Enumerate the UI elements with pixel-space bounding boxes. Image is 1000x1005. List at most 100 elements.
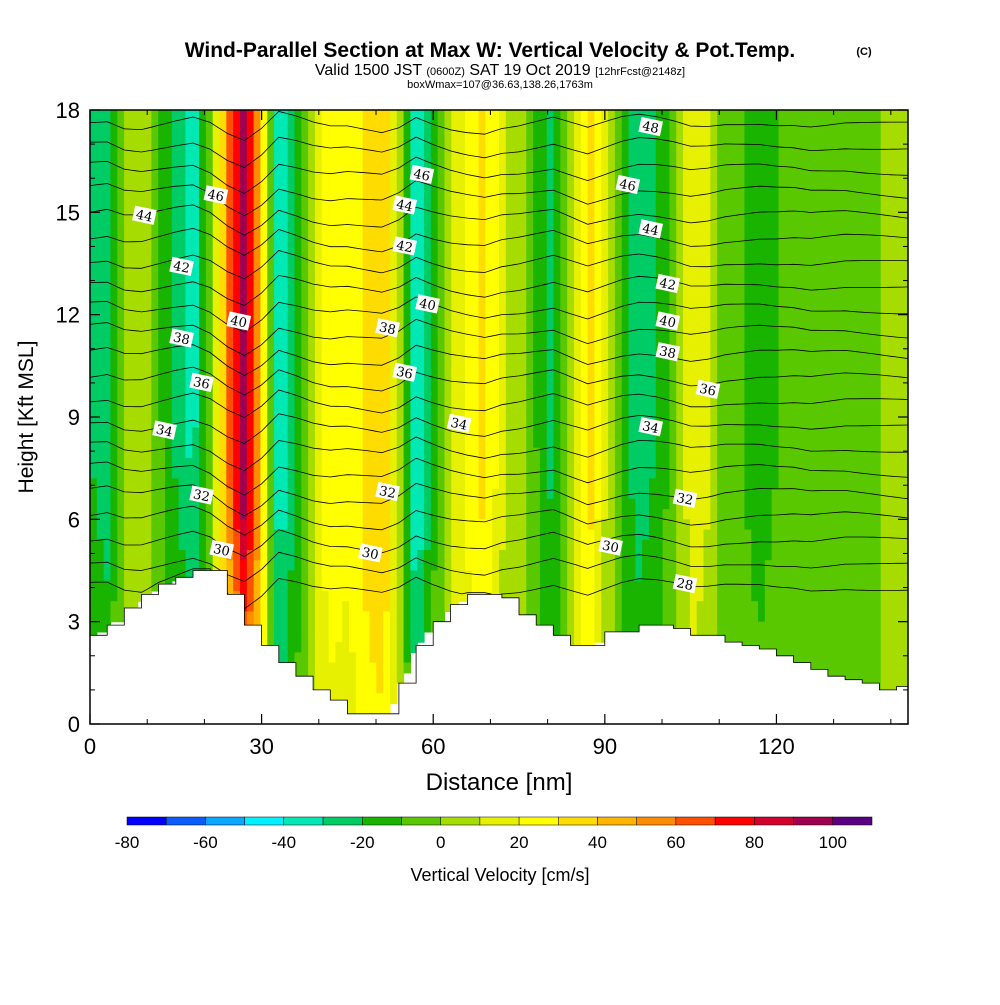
velocity-cell: [894, 324, 902, 336]
velocity-cell: [567, 355, 575, 367]
velocity-cell: [635, 161, 643, 172]
velocity-cell: [90, 222, 98, 234]
velocity-cell: [274, 202, 282, 213]
velocity-cell: [287, 140, 296, 152]
velocity-cell: [805, 253, 814, 265]
velocity-cell: [730, 457, 739, 469]
velocity-cell: [342, 457, 350, 469]
velocity-cell: [144, 263, 152, 275]
velocity-cell: [151, 232, 159, 244]
velocity-cell: [144, 304, 152, 316]
velocity-cell: [355, 171, 364, 183]
velocity-cell: [839, 294, 848, 306]
velocity-cell: [342, 478, 350, 490]
velocity-cell: [717, 447, 725, 459]
velocity-cell: [860, 202, 868, 213]
velocity-cell: [669, 447, 677, 459]
velocity-cell: [805, 427, 814, 439]
velocity-cell: [417, 509, 425, 520]
velocity-cell: [594, 294, 602, 306]
velocity-cell: [424, 150, 432, 162]
velocity-cell: [785, 376, 793, 387]
velocity-cell: [151, 161, 159, 172]
velocity-cell: [567, 478, 575, 490]
velocity-cell: [560, 171, 568, 183]
velocity-cell: [314, 529, 323, 541]
velocity-cell: [512, 519, 521, 531]
velocity-cell: [839, 447, 848, 459]
velocity-cell: [199, 120, 207, 132]
velocity-cell: [492, 417, 500, 428]
velocity-cell: [444, 355, 452, 367]
velocity-cell: [608, 110, 616, 121]
velocity-cell: [744, 161, 752, 172]
velocity-cell: [846, 212, 855, 224]
velocity-cell: [614, 243, 623, 254]
velocity-cell: [444, 202, 452, 213]
velocity-cell: [901, 324, 908, 336]
velocity-cell: [567, 304, 575, 316]
velocity-cell: [655, 140, 664, 152]
velocity-cell: [894, 222, 902, 234]
velocity-cell: [335, 447, 343, 459]
velocity-cell: [355, 498, 364, 510]
velocity-cell: [751, 140, 759, 152]
velocity-cell: [703, 519, 711, 531]
velocity-cell: [730, 232, 739, 244]
velocity-cell: [117, 171, 125, 183]
velocity-cell: [205, 529, 214, 541]
velocity-cell: [669, 324, 677, 336]
velocity-cell: [812, 161, 820, 172]
velocity-cell: [369, 509, 377, 520]
velocity-cell: [553, 273, 561, 285]
velocity-cell: [410, 273, 418, 285]
velocity-cell: [287, 263, 296, 275]
velocity-cell: [683, 324, 691, 336]
velocity-cell: [533, 365, 541, 377]
velocity-cell: [451, 263, 459, 275]
velocity-cell: [505, 519, 514, 531]
velocity-cell: [751, 243, 759, 254]
velocity-cell: [594, 263, 602, 275]
velocity-cell: [553, 161, 561, 172]
velocity-cell: [628, 509, 636, 520]
velocity-cell: [212, 345, 221, 357]
velocity-cell: [764, 243, 773, 254]
velocity-cell: [226, 386, 234, 398]
velocity-cell: [505, 406, 514, 418]
velocity-cell: [171, 447, 180, 459]
velocity-cell: [846, 150, 855, 162]
velocity-cell: [505, 314, 514, 326]
velocity-cell: [683, 283, 691, 295]
velocity-cell: [444, 171, 452, 183]
velocity-cell: [751, 130, 759, 142]
velocity-cell: [137, 355, 146, 367]
velocity-cell: [867, 386, 875, 398]
velocity-cell: [730, 417, 739, 428]
velocity-cell: [396, 427, 405, 439]
velocity-cell: [751, 161, 759, 172]
velocity-cell: [144, 314, 152, 326]
velocity-cell: [771, 355, 780, 367]
velocity-cell: [301, 509, 309, 520]
velocity-cell: [812, 263, 820, 275]
velocity-cell: [710, 447, 718, 459]
velocity-cell: [246, 140, 255, 152]
velocity-cell: [151, 386, 159, 398]
velocity-cell: [451, 468, 459, 479]
velocity-cell: [833, 519, 841, 531]
velocity-cell: [321, 386, 330, 398]
velocity-cell: [478, 386, 486, 398]
velocity-cell: [526, 181, 534, 193]
velocity-cell: [635, 355, 643, 367]
velocity-cell: [437, 171, 446, 183]
velocity-cell: [444, 253, 452, 265]
velocity-cell: [308, 130, 316, 142]
velocity-cell: [321, 324, 330, 336]
velocity-cell: [683, 314, 691, 326]
velocity-cell: [894, 294, 902, 306]
velocity-cell: [655, 171, 664, 183]
velocity-cell: [362, 130, 371, 142]
velocity-cell: [853, 283, 861, 295]
velocity-cell: [110, 519, 118, 531]
